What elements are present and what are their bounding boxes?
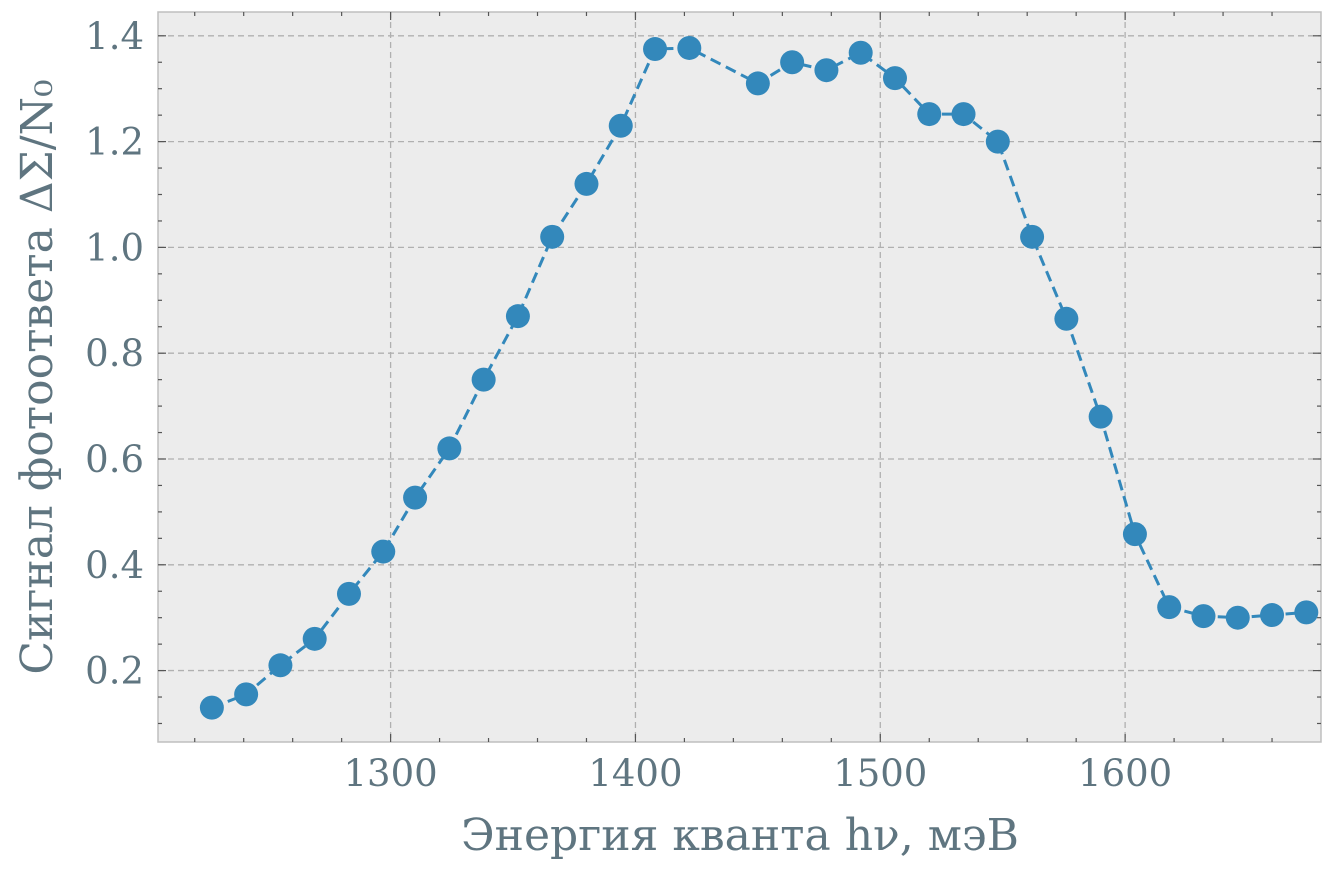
plot-area: [157, 11, 1322, 743]
x-tick-label: 1600: [1078, 752, 1172, 795]
data-point: [268, 653, 293, 678]
data-point: [1020, 224, 1045, 249]
data-point: [234, 682, 259, 707]
data-point: [1191, 604, 1216, 629]
y-tick-label: 1.2: [85, 121, 144, 164]
data-point: [643, 37, 668, 62]
data-point: [471, 367, 496, 392]
data-point: [302, 626, 327, 651]
axis-ticks: [158, 12, 1321, 742]
y-axis-label: Сигнал фотоответа ΔΣ/N₀: [12, 79, 63, 674]
data-point: [917, 102, 942, 127]
x-tick-label: 1400: [588, 752, 682, 795]
data-point: [985, 129, 1010, 154]
x-tick-label: 1500: [833, 752, 927, 795]
data-point: [1054, 306, 1079, 331]
grid: [158, 12, 1321, 742]
y-tick-label: 1.4: [85, 15, 144, 58]
x-tick-label: 1300: [344, 752, 438, 795]
data-point: [608, 113, 633, 138]
data-point: [403, 485, 428, 510]
y-tick-label: 0.8: [85, 332, 144, 375]
data-point: [574, 171, 599, 196]
data-point: [336, 581, 361, 606]
y-tick-label: 0.2: [85, 650, 144, 693]
data-point: [371, 539, 396, 564]
data-point: [540, 224, 565, 249]
y-tick-label: 0.6: [85, 438, 144, 481]
data-point: [1260, 603, 1285, 628]
data-point: [951, 102, 976, 127]
x-axis-label: Энергия кванта hν, мэВ: [461, 810, 1019, 861]
data-point: [814, 58, 839, 83]
data-point: [780, 50, 805, 75]
x-tick-labels: 1300 1400 1500 1600: [344, 752, 1173, 795]
series-points: [199, 35, 1319, 720]
data-point: [437, 436, 462, 461]
data-point: [1225, 605, 1250, 630]
y-tick-labels: 0.2 0.4 0.6 0.8 1.0 1.2 1.4: [85, 15, 144, 693]
data-point: [745, 71, 770, 96]
data-point: [1088, 404, 1113, 429]
data-point: [199, 695, 224, 720]
y-tick-label: 0.4: [85, 544, 144, 587]
y-tick-label: 1.0: [85, 226, 144, 269]
data-point: [848, 40, 873, 65]
data-point: [1122, 522, 1147, 547]
data-point: [505, 304, 530, 329]
data-point: [882, 66, 907, 91]
data-point: [677, 35, 702, 60]
data-point: [1157, 595, 1182, 620]
data-point: [1294, 600, 1319, 625]
